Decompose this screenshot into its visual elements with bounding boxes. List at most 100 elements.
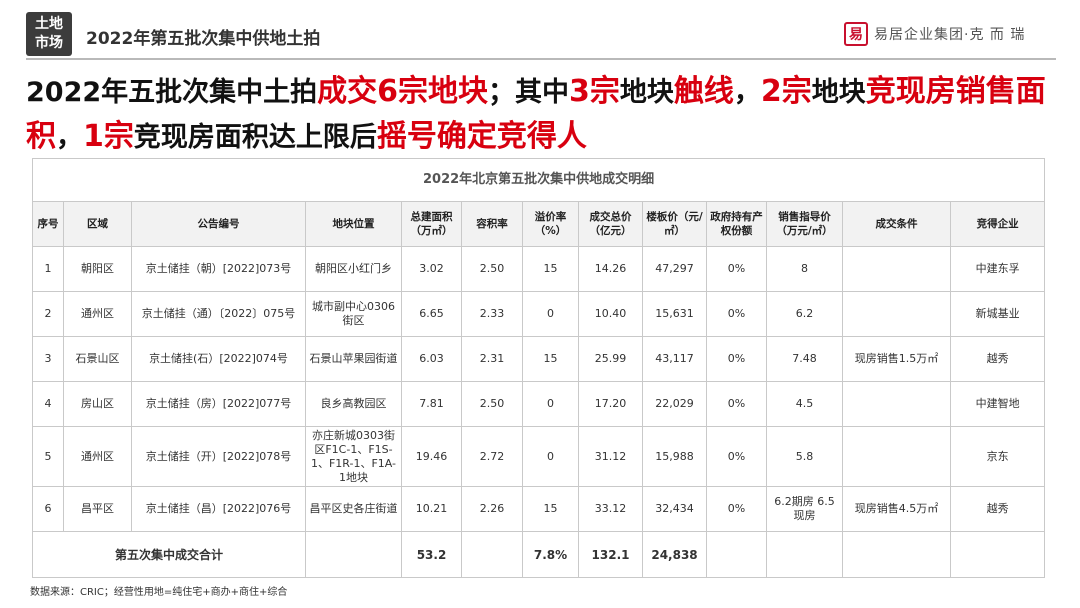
header-divider: [26, 58, 1056, 60]
column-header: 竞得企业: [949, 201, 1046, 247]
column-header: 销售指导价（万元/㎡）: [766, 201, 843, 247]
table-cell: 房山区: [63, 381, 132, 427]
table-cell: 朝阳区: [63, 246, 132, 292]
table-cell: 现房销售1.5万㎡: [842, 336, 951, 382]
table-row: 1 朝阳区 京土储挂（朝）[2022]073号 朝阳区小红门乡 3.02 2.50 15 14…: [32, 246, 1046, 292]
table-cell: 15,988: [642, 426, 707, 487]
badge-line-2: 市场: [35, 35, 63, 51]
table-cell: 7.48: [766, 336, 843, 382]
table-title: 2022年北京第五批次集中供地成交明细: [31, 158, 1046, 202]
table-cell: 通州区: [63, 426, 132, 487]
headline-highlight: 触线: [673, 74, 734, 109]
column-header: 溢价率（%）: [522, 201, 579, 247]
table-cell: 良乡高教园区: [305, 381, 402, 427]
table-cell: 15,631: [642, 291, 707, 337]
table-cell: [842, 426, 951, 487]
total-empty-cell: [766, 531, 843, 578]
table-cell: 京土储挂（昌）[2022]076号: [131, 486, 306, 532]
column-header: 序号: [32, 201, 64, 247]
headline-highlight: 摇号确定竞得人: [376, 119, 587, 154]
table-cell: 昌平区史各庄街道: [305, 486, 402, 532]
table-cell: 2.33: [461, 291, 523, 337]
table-cell: 19.46: [401, 426, 462, 487]
table-cell: 5.8: [766, 426, 843, 487]
table-cell: 中建东孚: [949, 246, 1046, 292]
table-cell: 越秀: [949, 486, 1046, 532]
total-empty-cell: [461, 531, 523, 578]
table-cell: 通州区: [63, 291, 132, 337]
table-cell: 6: [32, 486, 64, 532]
column-header: 楼板价（元/㎡）: [642, 201, 707, 247]
table-row: 2 通州区 京土储挂（通）〔2022〕075号 城市副中心0306街区 6.65 2.33…: [32, 291, 1046, 337]
headline: 2022年五批次集中土拍成交6宗地块；其中3宗地块触线，2宗地块竞现房销售面积，…: [26, 70, 1066, 160]
company-logo: 易 易居企业集团·克 而 瑞: [844, 20, 1025, 48]
headline-part: 地块: [811, 77, 866, 108]
logo-text: 易居企业集团·克 而 瑞: [874, 27, 1026, 43]
headline-highlight: 3宗: [569, 74, 620, 109]
table-cell: 石景山区: [63, 336, 132, 382]
column-header: 公告编号: [131, 201, 306, 247]
headline-part: ；其中: [488, 77, 570, 108]
table-row: 6 昌平区 京土储挂（昌）[2022]076号 昌平区史各庄街道 10.21 2.26 15…: [32, 486, 1046, 532]
table-cell: 8: [766, 246, 843, 292]
table-row: 3 石景山区 京土储挂(石）[2022]074号 石景山苹果园街道 6.03 2.31 15…: [32, 336, 1046, 382]
table-cell: 43,117: [642, 336, 707, 382]
table-cell: 石景山苹果园街道: [305, 336, 402, 382]
table-cell: 31.12: [578, 426, 643, 487]
total-empty-cell: [949, 531, 1046, 578]
table-cell: 3: [32, 336, 64, 382]
table-cell: 6.2: [766, 291, 843, 337]
land-deal-table-container: 2022年北京第五批次集中供地成交明细 序号 区域 公告编号 地块位置 总建面积（万㎡）…: [31, 158, 1046, 578]
table-cell: [842, 246, 951, 292]
column-header: 区域: [63, 201, 132, 247]
header-bar: 土地 市场 2022年第五批次集中供地土拍 易 易居企业集团·克 而 瑞: [0, 0, 1080, 62]
total-empty-cell: [305, 531, 402, 578]
table-cell: 0%: [706, 381, 767, 427]
logo-mark-icon: 易: [844, 22, 868, 46]
column-header: 政府持有产权份额: [706, 201, 767, 247]
headline-part: ，: [733, 77, 761, 108]
table-cell: 6.03: [401, 336, 462, 382]
table-row: 4 房山区 京土储挂（房）[2022]077号 良乡高教园区 7.81 2.50 0 17.2…: [32, 381, 1046, 427]
total-empty-cell: [706, 531, 767, 578]
table-cell: 中建智地: [949, 381, 1046, 427]
table-cell: 0%: [706, 246, 767, 292]
total-price: 132.1: [578, 531, 643, 578]
table-cell: 6.2期房 6.5现房: [766, 486, 843, 532]
table-cell: 14.26: [578, 246, 643, 292]
table-cell: 朝阳区小红门乡: [305, 246, 402, 292]
total-premium: 7.8%: [522, 531, 579, 578]
section-badge: 土地 市场: [26, 12, 72, 56]
table-cell: 10.21: [401, 486, 462, 532]
table-cell: 32,434: [642, 486, 707, 532]
table-row: 5 通州区 京土储挂（开）[2022]078号 亦庄新城0303街区F1C-1、F1S…: [32, 426, 1046, 487]
table-cell: 2.50: [461, 381, 523, 427]
table-cell: 京土储挂（房）[2022]077号: [131, 381, 306, 427]
table-cell: 22,029: [642, 381, 707, 427]
headline-highlight: 成交6宗地块: [317, 74, 489, 109]
column-header: 成交条件: [842, 201, 951, 247]
table-cell: 4.5: [766, 381, 843, 427]
table-cell: 47,297: [642, 246, 707, 292]
table-body: 1 朝阳区 京土储挂（朝）[2022]073号 朝阳区小红门乡 3.02 2.50 15 14…: [32, 246, 1046, 532]
headline-highlight: 竞现房销售面积: [26, 74, 1046, 154]
table-cell: 6.65: [401, 291, 462, 337]
table-cell: 0%: [706, 336, 767, 382]
table-cell: 17.20: [578, 381, 643, 427]
table-cell: [842, 381, 951, 427]
table-cell: 0%: [706, 291, 767, 337]
headline-part: 2022年五批次集中土拍: [26, 77, 318, 108]
table-cell: [842, 291, 951, 337]
table-cell: 1: [32, 246, 64, 292]
table-cell: 25.99: [578, 336, 643, 382]
data-source-note: 数据来源：CRIC；经营性用地=纯住宅+商办+商住+综合: [30, 587, 288, 598]
table-cell: 京土储挂(石）[2022]074号: [131, 336, 306, 382]
table-header-row: 序号 区域 公告编号 地块位置 总建面积（万㎡） 容积率 溢价率（%） 成交总价（亿元） 楼板价…: [32, 201, 1046, 247]
table-cell: 0: [522, 426, 579, 487]
table-cell: 15: [522, 336, 579, 382]
table-cell: 京东: [949, 426, 1046, 487]
table-cell: 城市副中心0306街区: [305, 291, 402, 337]
table-cell: 亦庄新城0303街区F1C-1、F1S-1、F1R-1、F1A-1地块: [305, 426, 402, 487]
table-cell: 0: [522, 291, 579, 337]
badge-line-1: 土地: [35, 16, 63, 32]
